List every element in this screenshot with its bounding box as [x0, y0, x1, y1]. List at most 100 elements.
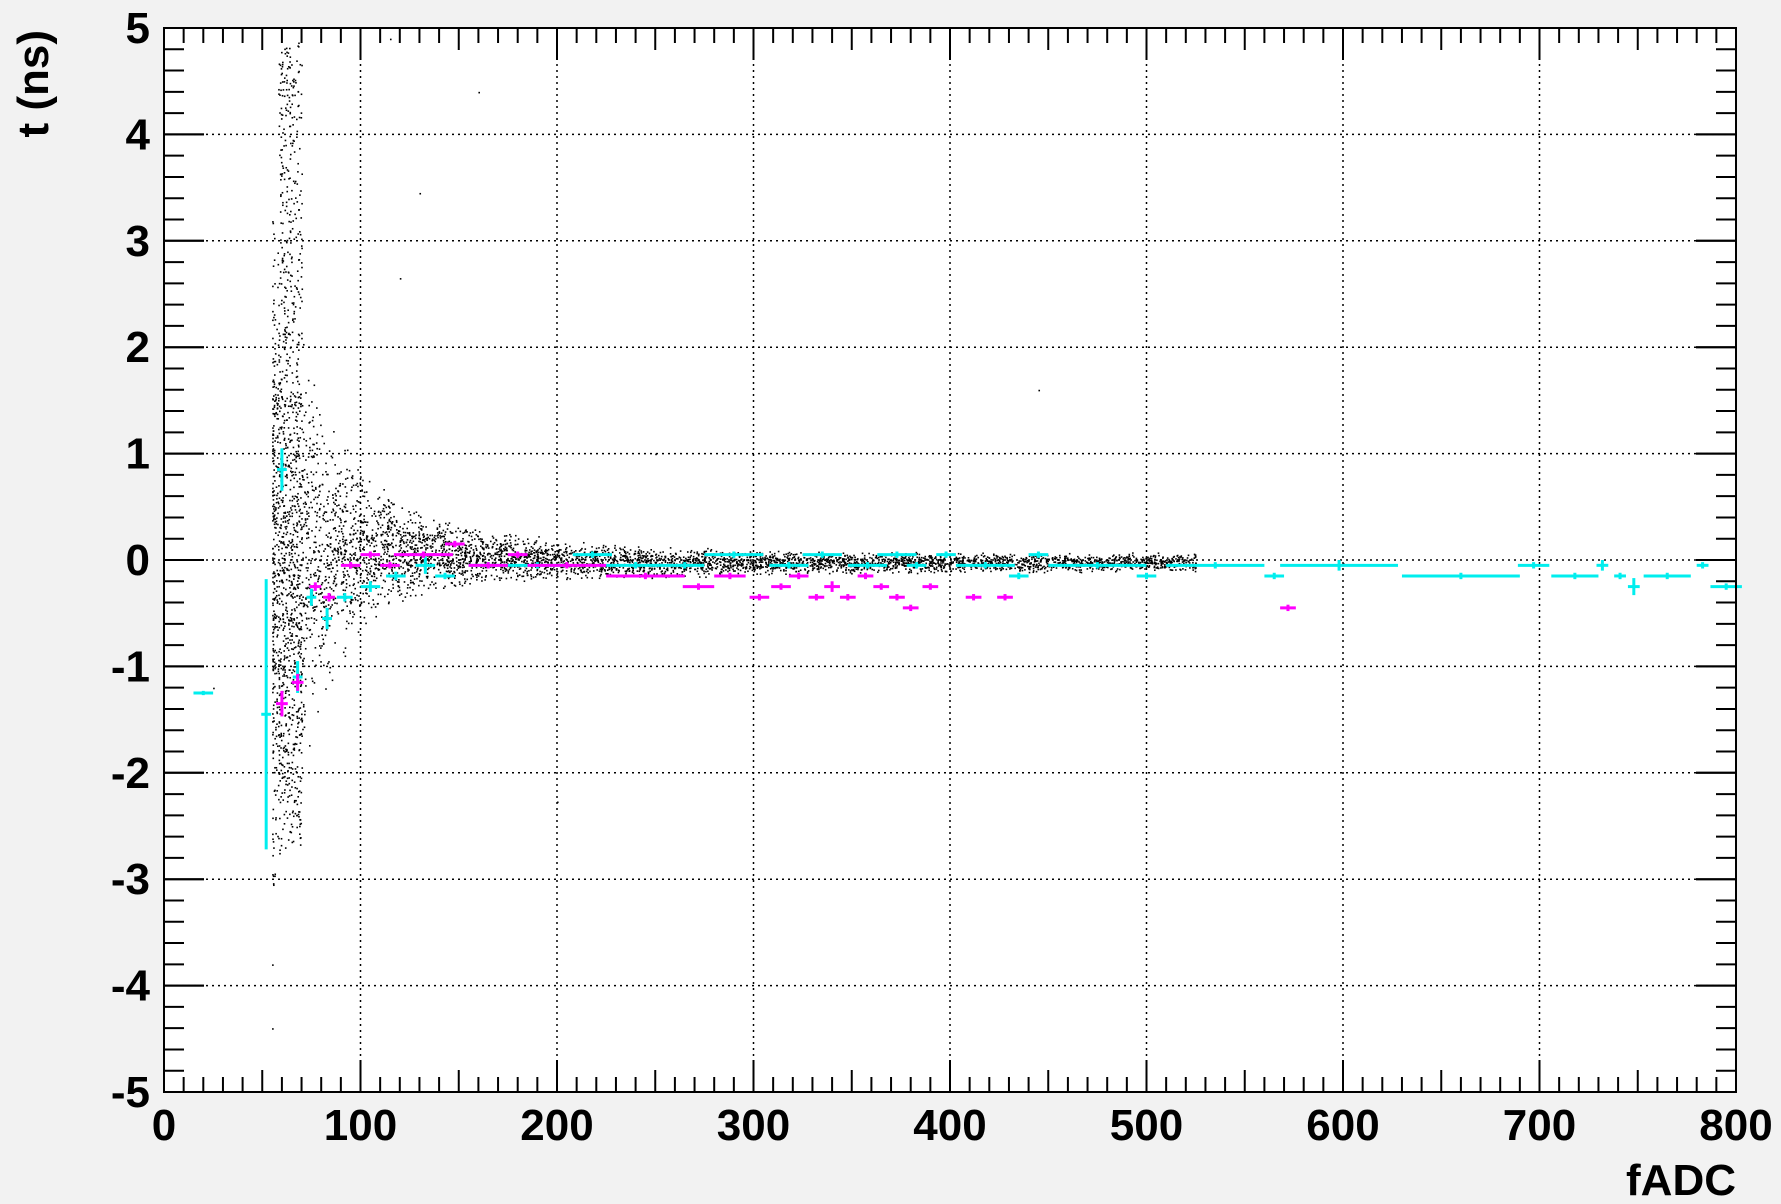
scatter-point [369, 544, 371, 547]
scatter-point [500, 548, 502, 551]
scatter-point [689, 556, 692, 559]
scatter-point [557, 551, 560, 554]
scatter-point [957, 552, 960, 555]
scatter-point [272, 427, 274, 429]
scatter-point [1136, 560, 1138, 563]
scatter-point [864, 562, 867, 565]
scatter-point [371, 515, 373, 517]
scatter-point [778, 567, 781, 569]
scatter-point [383, 595, 386, 598]
scatter-point [279, 371, 281, 373]
scatter-point [314, 541, 317, 544]
scatter-point [401, 507, 404, 509]
scatter-point [318, 593, 320, 596]
scatter-point [459, 583, 461, 586]
scatter-point [504, 568, 506, 570]
scatter-point [722, 563, 725, 566]
scatter-point [1133, 556, 1135, 558]
scatter-point [640, 550, 643, 552]
scatter-point [1066, 557, 1069, 560]
scatter-point [340, 471, 342, 473]
scatter-point [596, 557, 599, 560]
scatter-point [384, 504, 386, 507]
scatter-point [600, 570, 603, 572]
scatter-point [336, 602, 338, 605]
scatter-point [312, 425, 315, 428]
scatter-point [872, 554, 875, 556]
scatter-point [283, 505, 285, 507]
scatter-point [593, 551, 595, 554]
scatter-point [272, 520, 274, 522]
scatter-point [839, 557, 842, 559]
scatter-point [935, 558, 938, 561]
scatter-point [346, 620, 348, 623]
scatter-point [589, 556, 591, 559]
scatter-point [272, 482, 274, 485]
scatter-point [504, 546, 507, 548]
scatter-point [318, 570, 320, 572]
scatter-point [377, 498, 379, 500]
scatter-point [372, 599, 374, 601]
scatter-point [272, 688, 274, 690]
scatter-point [406, 564, 409, 566]
scatter-point [302, 478, 304, 481]
scatter-point [871, 561, 874, 563]
scatter-point [1127, 558, 1129, 560]
scatter-point [727, 561, 730, 563]
scatter-point [305, 440, 308, 442]
scatter-point [582, 558, 585, 560]
scatter-point [820, 559, 822, 562]
scatter-point [641, 557, 644, 559]
scatter-point [305, 556, 307, 559]
scatter-point [288, 712, 290, 714]
scatter-point [279, 664, 282, 666]
scatter-point [278, 432, 281, 435]
scatter-point [308, 528, 310, 530]
scatter-point [310, 471, 313, 473]
scatter-point [838, 558, 840, 561]
scatter-point [298, 597, 301, 600]
scatter-point [332, 599, 335, 601]
scatter-point [842, 571, 844, 573]
scatter-point [355, 547, 357, 550]
scatter-point [326, 564, 329, 567]
scatter-point [1074, 560, 1076, 562]
scatter-point [955, 561, 958, 564]
scatter-point [1055, 557, 1058, 559]
scatter-point [861, 562, 863, 565]
scatter-point [318, 494, 320, 497]
scatter-point [273, 576, 276, 578]
scatter-point [767, 562, 770, 564]
scatter-point [330, 570, 333, 573]
scatter-point [727, 567, 729, 570]
scatter-point [302, 596, 304, 598]
scatter-point [422, 534, 424, 536]
scatter-point [383, 516, 386, 519]
scatter-point [422, 536, 425, 539]
scatter-point [375, 544, 378, 547]
scatter-point [277, 670, 280, 673]
scatter-point [980, 568, 983, 570]
scatter-point [408, 532, 411, 535]
scatter-point [728, 560, 731, 563]
scatter-point [1148, 560, 1151, 562]
scatter-point [736, 567, 738, 569]
scatter-point [768, 558, 771, 561]
scatter-point [715, 560, 717, 562]
scatter-point [311, 449, 314, 452]
scatter-point [544, 550, 546, 553]
scatter-point [709, 562, 711, 565]
scatter-point [406, 562, 408, 565]
scatter-point [313, 618, 316, 620]
scatter-point [547, 561, 549, 564]
scatter-point [333, 527, 336, 529]
scatter-point [576, 557, 579, 560]
scatter-point [1162, 560, 1165, 563]
scatter-point [505, 535, 508, 537]
scatter-point [896, 561, 898, 563]
scatter-point [725, 565, 728, 568]
scatter-point [1080, 562, 1082, 565]
scatter-point [296, 606, 298, 609]
scatter-point [329, 586, 331, 589]
scatter-point [274, 617, 277, 620]
